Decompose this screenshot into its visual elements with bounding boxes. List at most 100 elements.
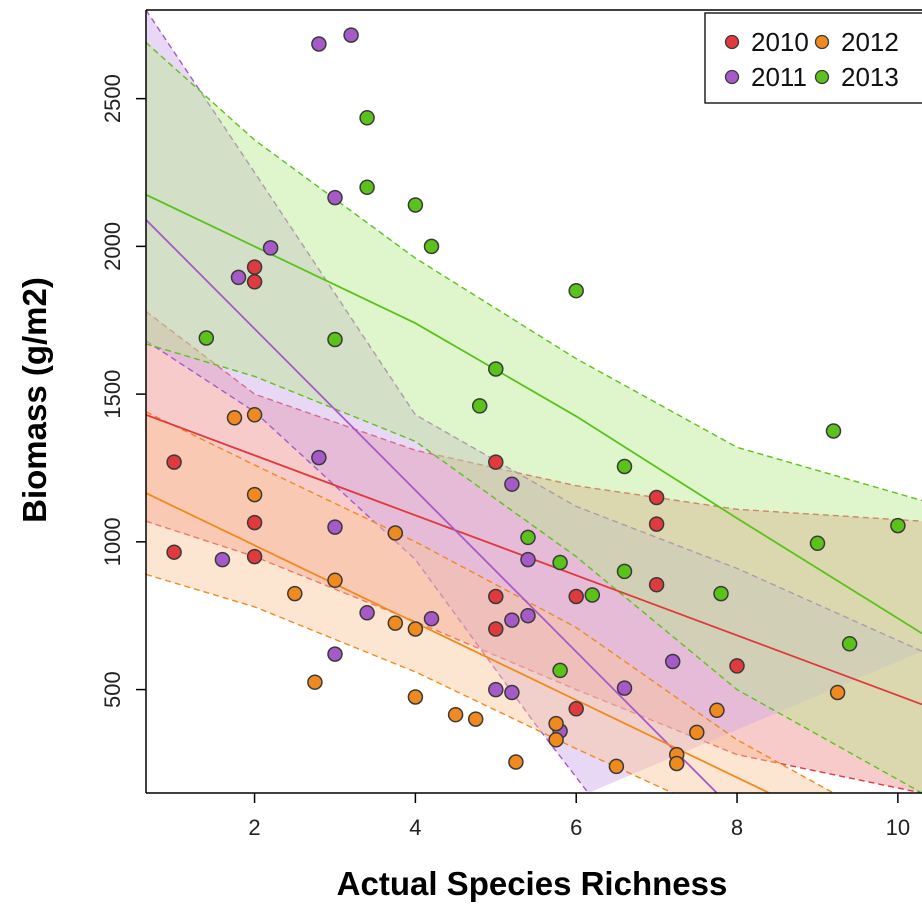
point-2012-8: [407, 621, 424, 637]
point-2010-13: [648, 576, 665, 593]
y-tick-label-1000: 1000: [100, 517, 125, 566]
point-2011-14: [504, 684, 520, 701]
legend-marker-2012: [814, 34, 830, 50]
y-tick-label-500: 500: [100, 671, 125, 708]
point-2012-10: [447, 706, 464, 723]
point-2013-18: [841, 636, 858, 652]
point-2013-0: [198, 330, 215, 346]
point-2012-5: [327, 572, 343, 589]
point-2010-4: [246, 514, 263, 531]
point-2013-8: [520, 529, 536, 546]
point-2010-14: [729, 658, 745, 674]
band-upper-2010: [146, 310, 922, 522]
x-tick-label-8: 8: [731, 815, 743, 840]
point-2010-0: [166, 454, 182, 470]
x-axis-title: Actual Species Richness: [337, 865, 728, 902]
point-2011-1: [230, 269, 247, 286]
point-2010-9: [568, 588, 584, 605]
band-upper-2012: [146, 411, 834, 793]
point-2011-11: [488, 681, 504, 698]
point-2012-13: [548, 715, 564, 732]
y-axis-title: Biomass (g/m2): [16, 277, 53, 523]
point-2010-2: [246, 259, 263, 275]
point-2011-8: [343, 27, 359, 43]
point-2013-3: [359, 179, 375, 196]
point-2010-12: [648, 516, 665, 532]
point-2010-5: [246, 548, 263, 565]
point-2012-11: [467, 711, 484, 727]
point-2010-1: [166, 544, 182, 560]
point-2012-15: [608, 758, 625, 775]
x-tick-label-4: 4: [409, 815, 421, 840]
legend-label-2013: 2013: [841, 62, 899, 92]
x-axis-ticks: 2 4 6 8 10: [248, 793, 910, 840]
point-2013-13: [616, 458, 633, 475]
legend-marker-2010: [724, 34, 740, 50]
band-upper-2013: [146, 41, 922, 502]
point-2010-10: [568, 701, 584, 717]
point-2013-10: [552, 662, 568, 679]
point-2011-5: [327, 189, 343, 206]
x-tick-label-2: 2: [248, 815, 260, 840]
y-axis-ticks: 500 1000 1500 2000 2500: [100, 74, 146, 708]
band-lower-2012: [146, 573, 673, 793]
point-2013-11: [568, 282, 584, 299]
confidence-band-2013: [146, 42, 922, 793]
point-2011-3: [311, 36, 327, 52]
point-2013-2: [359, 110, 375, 126]
point-2013-4: [407, 197, 424, 213]
legend-label-2012: 2012: [841, 27, 899, 57]
point-2012-0: [226, 410, 243, 426]
legend: 2010 2011 2012 2013: [704, 12, 922, 104]
point-2011-19: [664, 653, 681, 670]
point-2012-12: [508, 754, 524, 770]
axes: [145, 9, 922, 794]
data-points: [166, 27, 906, 775]
y-tick-label-2500: 2500: [100, 74, 125, 123]
point-2012-7: [387, 615, 404, 631]
point-2010-3: [246, 274, 263, 290]
point-2012-20: [829, 684, 846, 701]
legend-marker-2011: [724, 69, 740, 85]
point-2011-10: [423, 610, 440, 627]
point-2012-2: [246, 486, 263, 503]
confidence-band-2011: [146, 10, 922, 793]
point-2011-2: [262, 240, 279, 256]
band-lower-2011: [146, 340, 589, 793]
point-2013-17: [825, 423, 842, 439]
point-2012-19: [709, 702, 725, 719]
point-2013-16: [809, 535, 826, 552]
point-2011-18: [616, 680, 633, 696]
point-2013-19: [890, 517, 906, 534]
point-2012-6: [387, 525, 404, 541]
point-2012-14: [548, 732, 564, 748]
point-2013-7: [488, 361, 504, 377]
point-2011-9: [359, 605, 375, 621]
fit-line-2011: [146, 219, 718, 793]
point-2010-8: [488, 621, 504, 637]
confidence-bands: [146, 10, 922, 793]
confidence-band-2010: [146, 311, 922, 793]
band-lower-2013: [146, 343, 922, 793]
point-2011-16: [520, 607, 536, 624]
point-2011-0: [214, 551, 231, 568]
x-tick-label-10: 10: [886, 815, 910, 840]
point-2010-6: [488, 454, 504, 470]
point-2010-7: [488, 588, 504, 605]
y-tick-label-1500: 1500: [100, 370, 125, 419]
point-2012-17: [668, 755, 685, 772]
legend-marker-2013: [814, 69, 830, 85]
point-2013-6: [471, 398, 488, 414]
confidence-band-2012: [146, 411, 834, 793]
point-2013-1: [327, 331, 343, 348]
point-2013-15: [713, 585, 729, 602]
band-lower-2010: [146, 520, 922, 793]
point-2011-15: [520, 551, 536, 568]
point-2010-11: [648, 489, 665, 506]
point-2011-13: [504, 612, 520, 628]
point-2011-7: [327, 646, 343, 662]
point-2012-18: [689, 724, 705, 741]
point-2012-3: [287, 585, 303, 602]
point-2012-9: [407, 689, 424, 705]
